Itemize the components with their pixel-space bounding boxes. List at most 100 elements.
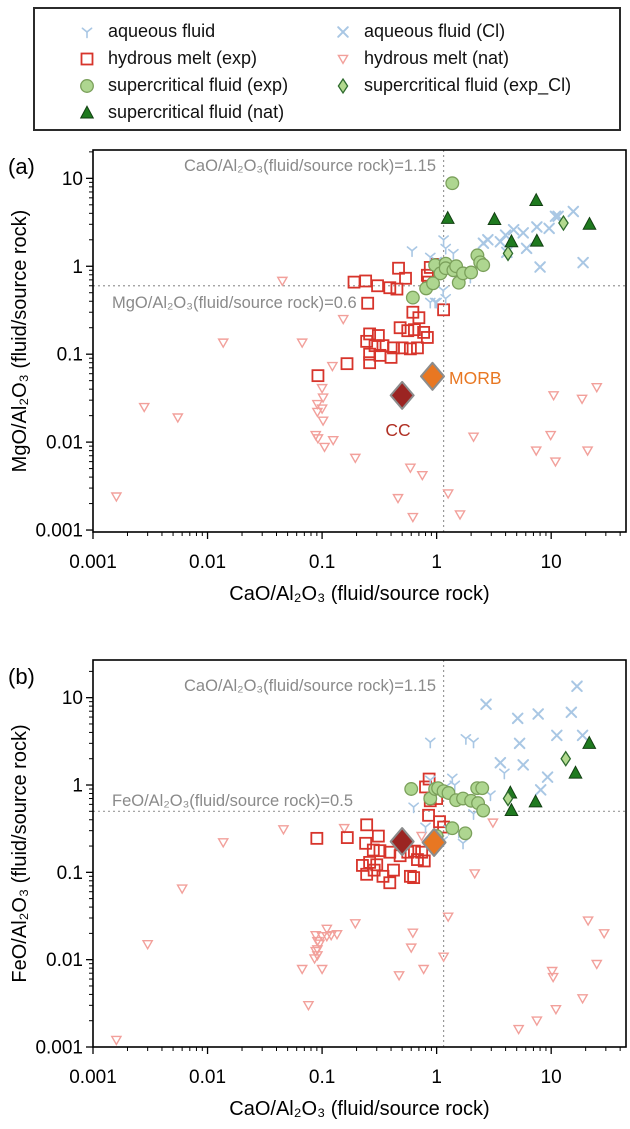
tri-marker [498,768,510,780]
triangle-marker [528,794,543,808]
tri-marker [431,297,443,309]
nabla-marker [337,54,349,65]
panel-a: CaO/Al₂O₃(fluid/source rock)=1.15 MgO/Al₂… [8,149,627,605]
nabla-marker [442,489,454,500]
y-axis-title: MgO/Al₂O₃ (fluid/source rock) [9,210,31,473]
square-icon [80,52,94,65]
tri-marker [460,733,472,745]
tri-marker [449,780,461,792]
marker-morb [421,827,447,857]
nabla-marker [590,959,603,970]
xmark-marker [517,227,530,239]
nabla-marker [404,463,417,474]
square-marker [411,341,424,355]
square-marker [390,282,404,296]
triangle-marker [79,104,95,118]
xmark-marker [571,680,583,693]
xmark-marker [549,210,562,223]
xmark-marker [576,729,589,742]
nabla-marker [331,930,343,941]
nabla-marker [393,971,405,982]
square-marker [384,350,398,364]
circle-icon [80,78,94,93]
square-marker [383,281,397,295]
square-marker [411,853,424,866]
triangle-marker [529,192,544,206]
y-tick-label: 10 [62,688,83,709]
nabla-marker [549,457,562,468]
reference-line-y-0.5: FeO/Al₂O₃(fluid/source rock)=0.5 [93,792,626,812]
nabla-marker [302,1001,315,1012]
xmark-icon [337,25,349,38]
tri-marker [447,248,459,260]
reference-line-x-1.15: CaO/Al₂O₃(fluid/source rock)=1.15 [184,150,445,532]
nabla-marker [313,939,326,950]
y-tick-label: 0.1 [57,863,83,884]
square-marker [310,831,324,845]
reference-line-label: CaO/Al₂O₃(fluid/source rock)=1.15 [184,157,436,175]
x-tick-label: 0.1 [309,1067,335,1088]
series-supercritical-fluid-nat [440,192,597,248]
xmark-marker [534,784,547,796]
square-marker [387,863,400,877]
circle-marker [405,290,420,305]
xmark-marker [482,233,494,246]
tri-marker [437,285,449,297]
circle-marker [445,821,460,836]
legend-item-aqueous-fluid: aqueous fluid [75,18,331,45]
plot-border [92,659,627,1048]
triangle-marker [504,802,519,817]
tri-marker [468,737,479,749]
nabla-marker [547,391,560,402]
tri-marker [440,293,452,305]
nabla-marker [141,939,154,951]
square-marker [422,808,435,822]
reference-line-x-1.15: CaO/Al₂O₃(fluid/source rock)=1.15 [184,660,445,1047]
nabla-marker [317,416,329,427]
marker-morb: MORB [419,361,502,391]
square-marker [403,342,417,356]
xmark-marker [532,708,544,720]
nabla-marker [530,446,543,457]
nabla-marker [576,994,589,1005]
x-axis-title: CaO/Al₂O₃ (fluid/source rock) [229,1098,489,1120]
legend-item-hydrous-melt-exp: hydrous melt (exp) [75,45,331,72]
square-marker [417,854,431,868]
nabla-marker [325,931,337,942]
tri-marker [457,838,469,850]
x-tick-label: 0.1 [309,552,335,573]
diamond-marker [502,245,514,262]
nabla-marker [512,1024,525,1035]
nabla-marker [296,964,308,975]
series-hydrous-melt-nat [110,276,603,523]
square-marker [415,845,429,859]
square-marker [360,334,374,348]
nabla-marker [598,929,610,940]
panel-b: CaO/Al₂O₃(fluid/source rock)=1.15 FeO/Al₂… [8,659,627,1120]
reference-line-label: FeO/Al₂O₃(fluid/source rock)=0.5 [112,792,353,810]
y-tick-label: 0.1 [57,345,83,366]
diamond-marker [502,790,514,807]
nabla-marker [311,951,324,962]
square-marker [361,296,375,310]
xmark-marker [494,756,507,769]
xmark-marker [567,205,580,218]
legend-label: supercritical fluid (exp_Cl) [364,75,572,95]
square-marker [395,341,409,355]
circle-marker [80,78,94,93]
xmark-marker [499,229,512,241]
square-marker [371,829,385,843]
diamond-marker [560,750,572,767]
nabla-marker [349,919,362,930]
series-supercritical-fluid-exp [405,176,491,305]
nabla-marker [110,1035,123,1046]
nabla-marker [405,943,418,954]
marker-cc: CC [385,380,415,440]
circle-marker [404,782,419,796]
x-tick-label: 1 [431,1067,442,1088]
xmark-marker [513,737,526,750]
x-tick-label: 0.01 [189,552,226,573]
nabla-marker [582,916,594,927]
